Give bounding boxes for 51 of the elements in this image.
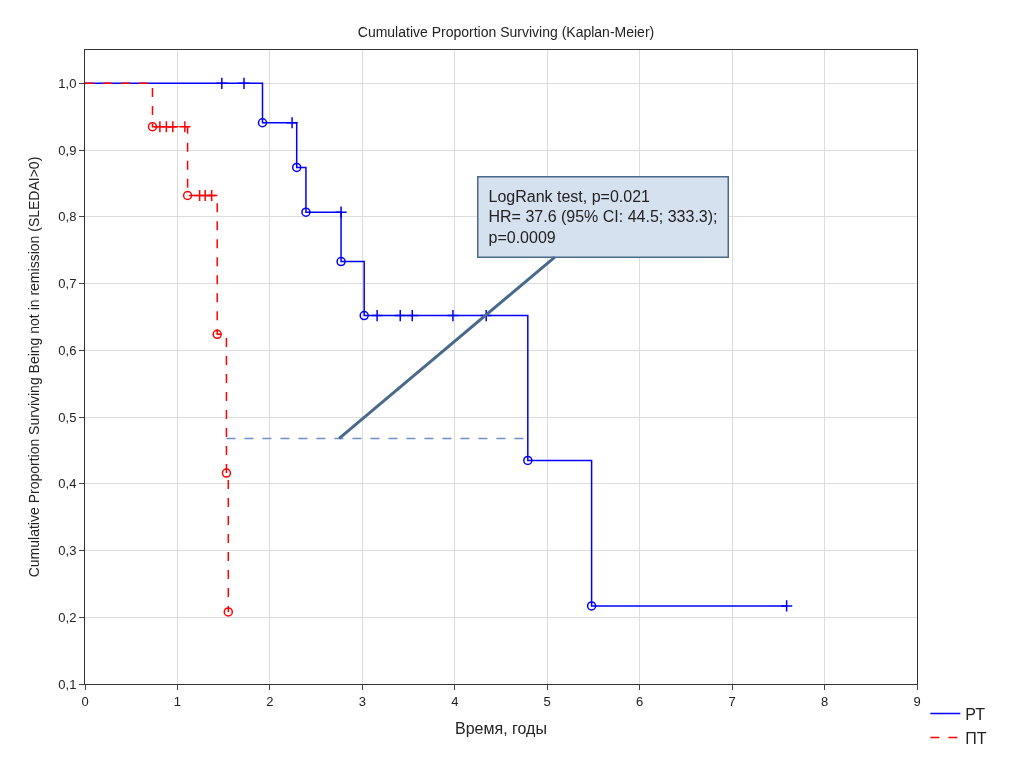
point — [405, 309, 419, 322]
legend-label: ПТ — [965, 729, 987, 747]
point — [586, 601, 597, 611]
point — [147, 122, 158, 132]
point — [182, 190, 193, 201]
point — [215, 77, 229, 90]
x-tick-label: 1 — [173, 693, 182, 709]
point — [257, 117, 268, 128]
y-tick-label: 0,2 — [58, 609, 77, 625]
y-tick-label: 0,8 — [58, 209, 77, 225]
point — [393, 309, 407, 322]
x-tick-label: 8 — [820, 693, 829, 709]
point — [166, 120, 180, 134]
x-tick-label: 5 — [543, 693, 551, 709]
point — [221, 468, 232, 478]
point — [479, 309, 493, 322]
annotation: LogRank test, p=0.021 HR= 37.6 (95% CI: 44.5; 333.3); p=0.0009 — [488, 187, 718, 247]
point — [291, 162, 302, 173]
y-tick-label: 0,6 — [58, 342, 77, 358]
y-tick-label: 0,7 — [58, 276, 77, 292]
x-tick-label: 4 — [451, 693, 459, 709]
point — [237, 77, 251, 90]
x-tick-label: 3 — [358, 693, 366, 709]
point — [301, 207, 311, 217]
y-tick-label: 0,5 — [58, 409, 77, 425]
y-tick-label: 1,0 — [58, 75, 77, 91]
y-tick-label: 0,9 — [58, 142, 77, 158]
point — [212, 329, 222, 340]
point — [446, 309, 460, 322]
point — [359, 310, 369, 321]
point — [285, 116, 299, 130]
point — [370, 309, 384, 322]
x-tick-label: 9 — [913, 693, 921, 709]
point — [223, 607, 234, 617]
x-tick-label: 6 — [636, 693, 644, 709]
y-tick-label: 0,1 — [58, 676, 77, 692]
point — [334, 205, 348, 219]
point — [178, 120, 192, 134]
y-axis-title: Cumulative Proportion Surviving Being not in remission (SLEDAI>0) — [25, 156, 42, 578]
x-tick-label: 0 — [81, 693, 89, 709]
x-tick-label: 7 — [728, 693, 736, 709]
point — [336, 256, 346, 267]
chart-title: Cumulative Proportion Surviving (Kaplan-Meier) — [357, 23, 655, 40]
x-tick-label: 2 — [266, 693, 274, 709]
legend-label: РТ — [965, 705, 986, 723]
point — [205, 189, 218, 202]
y-tick-label: 0,3 — [58, 543, 77, 559]
y-tick-label: 0,4 — [58, 476, 77, 492]
point — [780, 599, 793, 613]
point — [523, 455, 533, 466]
x-axis-title: Время, годы — [455, 720, 547, 738]
